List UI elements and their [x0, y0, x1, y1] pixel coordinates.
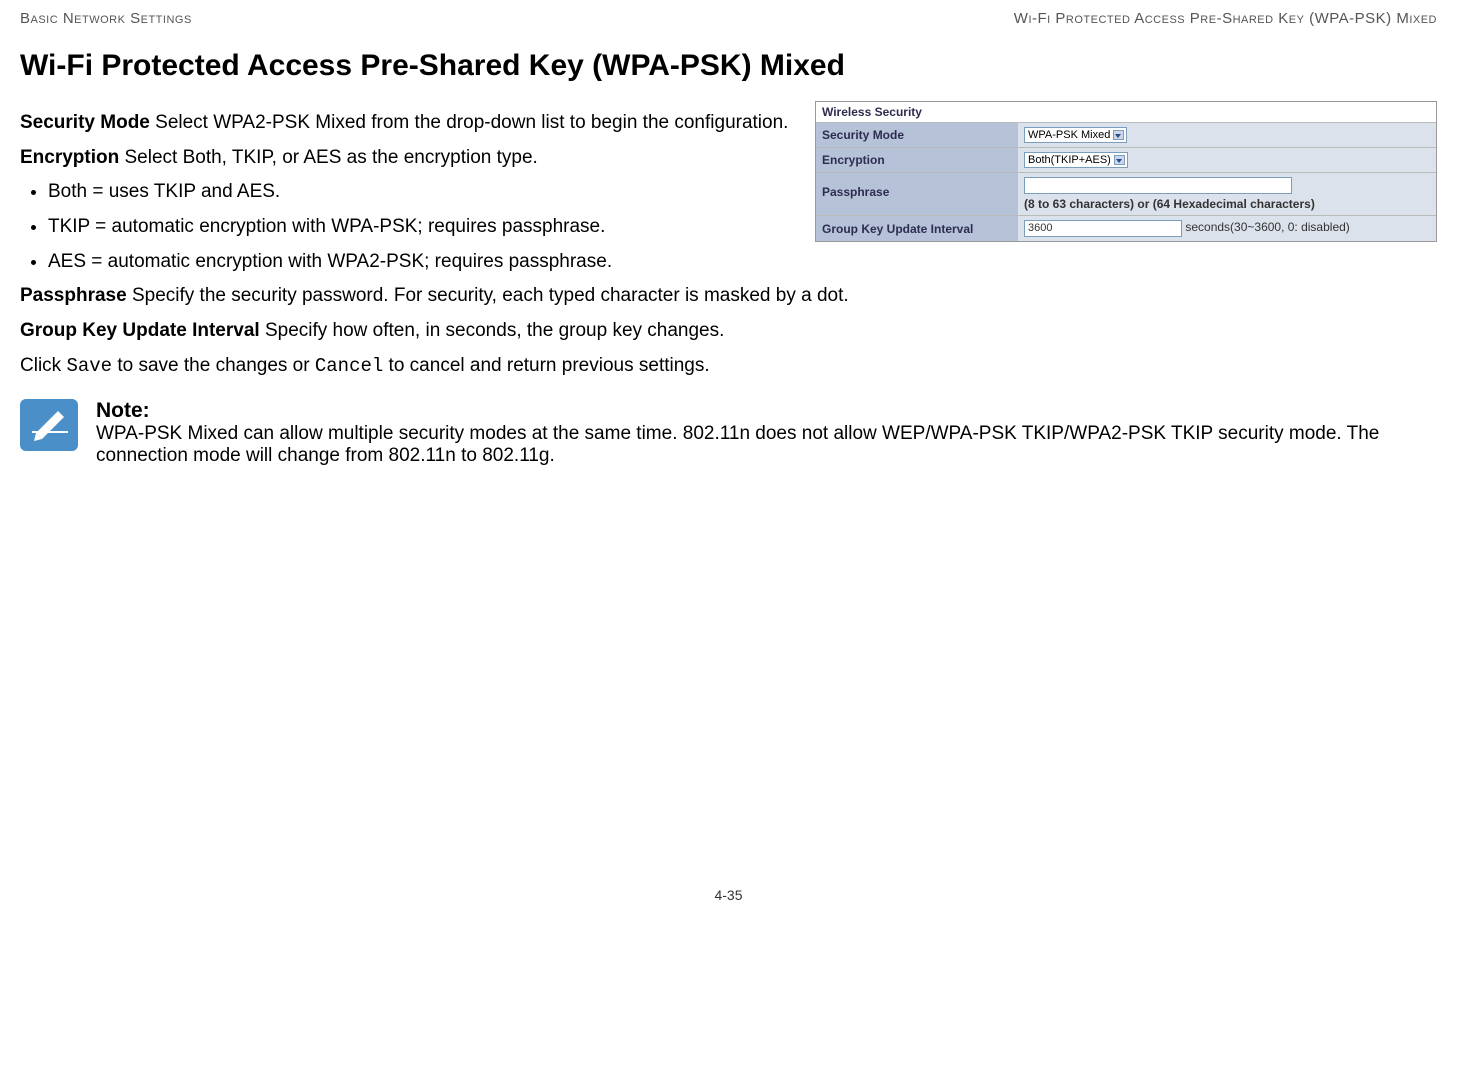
label-passphrase: Passphrase [20, 285, 127, 306]
security-mode-select[interactable]: WPA-PSK Mixed [1024, 127, 1127, 143]
encryption-select[interactable]: Both(TKIP+AES) [1024, 152, 1128, 168]
text-passphrase: Specify the security password. For secur… [127, 285, 849, 306]
header-left: Basic Network Settings [20, 10, 192, 27]
text-encryption: Select Both, TKIP, or AES as the encrypt… [119, 147, 538, 168]
config-screenshot: Wireless Security Security Mode WPA-PSK … [815, 101, 1437, 242]
cfg-label-encryption: Encryption [816, 148, 1018, 173]
cfg-label-passphrase: Passphrase [816, 173, 1018, 216]
note-text: WPA-PSK Mixed can allow multiple securit… [96, 423, 1437, 467]
header-right: Wi-Fi Protected Access Pre-Shared Key (W… [1014, 10, 1437, 27]
gkui-input[interactable]: 3600 [1024, 220, 1182, 237]
cfg-label-security-mode: Security Mode [816, 123, 1018, 148]
cancel-code: Cancel [315, 355, 383, 377]
note-title: Note: [96, 399, 1437, 423]
text-gkui: Specify how often, in seconds, the group… [260, 320, 725, 341]
gkui-suffix: seconds(30~3600, 0: disabled) [1185, 220, 1349, 234]
cfg-heading: Wireless Security [816, 102, 1436, 122]
label-security-mode: Security Mode [20, 112, 150, 133]
save-code: Save [66, 355, 112, 377]
note-icon [20, 399, 78, 451]
text-security-mode: Select WPA2-PSK Mixed from the drop-down… [150, 112, 789, 133]
cfg-label-gkui: Group Key Update Interval [816, 216, 1018, 242]
page-title: Wi-Fi Protected Access Pre-Shared Key (W… [20, 49, 1437, 83]
page-number: 4-35 [20, 887, 1437, 903]
passphrase-hint: (8 to 63 characters) or (64 Hexadecimal … [1024, 197, 1315, 211]
label-encryption: Encryption [20, 147, 119, 168]
save-cancel-line: Click Save to save the changes or Cancel… [20, 354, 1437, 379]
label-gkui: Group Key Update Interval [20, 320, 260, 341]
list-item: AES = automatic encryption with WPA2-PSK… [48, 250, 1437, 275]
passphrase-input[interactable] [1024, 177, 1292, 194]
